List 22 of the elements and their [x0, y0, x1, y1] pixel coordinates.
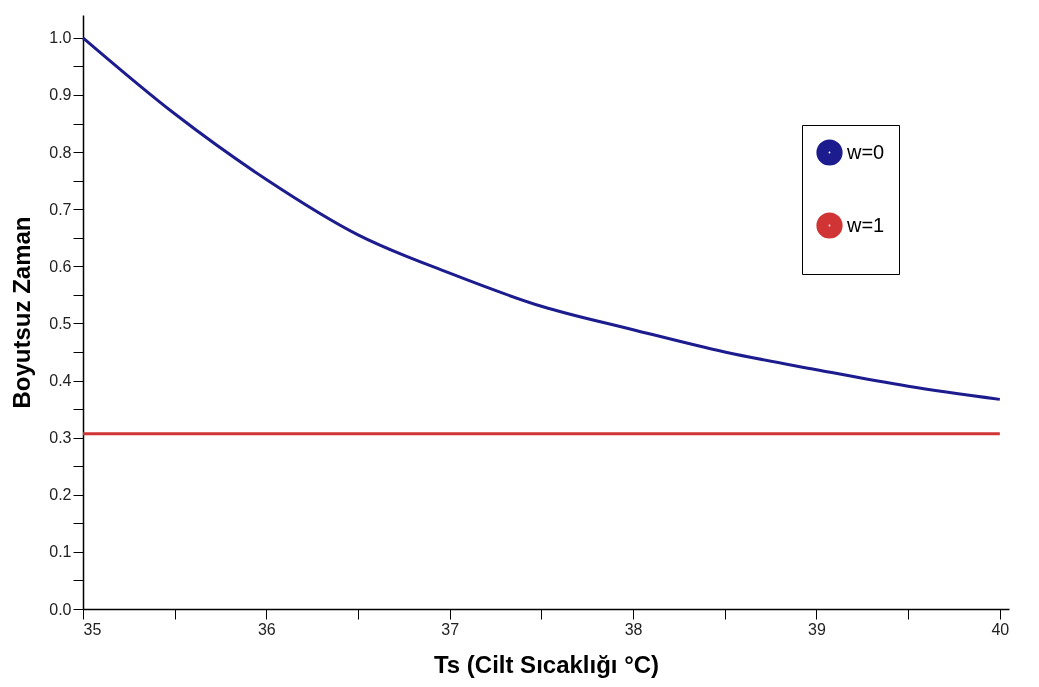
y-tick-label: 0.3	[49, 429, 72, 447]
x-tick-label: 37	[441, 620, 460, 638]
line-series	[81, 36, 1002, 401]
legend-label: w=0	[846, 140, 885, 163]
y-tick-label: 1.0	[49, 29, 72, 47]
x-tick-label: 38	[624, 620, 643, 638]
y-tick-label: 0.5	[49, 314, 72, 332]
y-tick-label: 0.8	[49, 143, 72, 161]
y-tick-label: 0.1	[49, 543, 72, 561]
y-tick-label: 0.7	[49, 200, 72, 218]
x-tick-label: 35	[83, 620, 102, 638]
y-tick-label: 0.2	[49, 486, 72, 504]
legend-label: w=1	[846, 213, 885, 236]
x-tick-label: 36	[257, 620, 276, 638]
y-tick-label: 0.9	[49, 86, 72, 104]
y-tick-label: 0.6	[49, 257, 72, 275]
x-axis-title: Ts (Cilt Sıcaklığı °C)	[433, 650, 660, 678]
x-tick-label: 40	[991, 620, 1010, 638]
y-axis-title: Boyutsuz Zaman	[8, 216, 36, 409]
x-tick-label: 39	[808, 620, 826, 638]
y-tick-label: 0.0	[49, 600, 72, 618]
y-tick-label: 0.4	[49, 372, 72, 390]
